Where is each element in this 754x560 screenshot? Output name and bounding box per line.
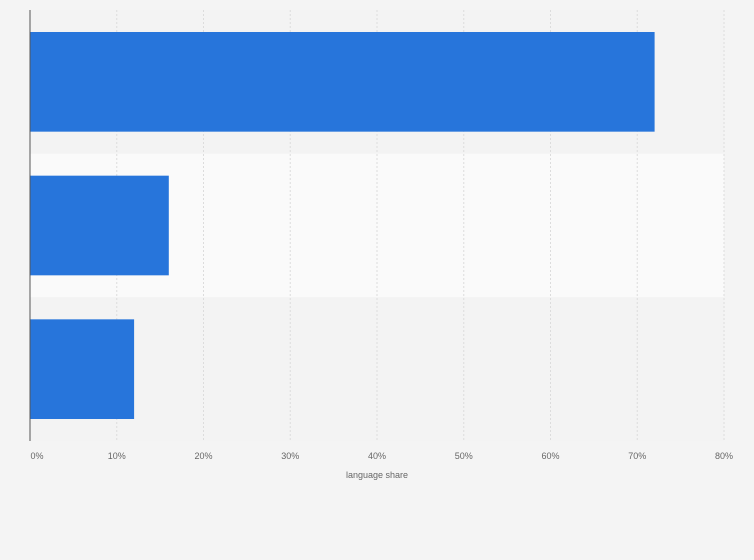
bars [30,32,655,419]
x-tick-label: 70% [628,451,646,461]
bar[interactable] [30,175,169,276]
x-tick-label: 0% [30,451,43,461]
x-tick-label: 20% [194,451,212,461]
bar[interactable] [30,32,655,132]
x-tick-label: 50% [455,451,473,461]
x-tick-label: 10% [108,451,126,461]
row-band [30,297,724,441]
x-tick-label: 60% [541,451,559,461]
x-tick-label: 30% [281,451,299,461]
x-tick-label: 80% [715,451,733,461]
x-axis-title: language share [346,470,408,480]
bar[interactable] [30,319,135,419]
x-tick-labels: 0% 10% 20% 30% 40% 50% 60% 70% 80% [30,451,733,461]
x-tick-label: 40% [368,451,386,461]
